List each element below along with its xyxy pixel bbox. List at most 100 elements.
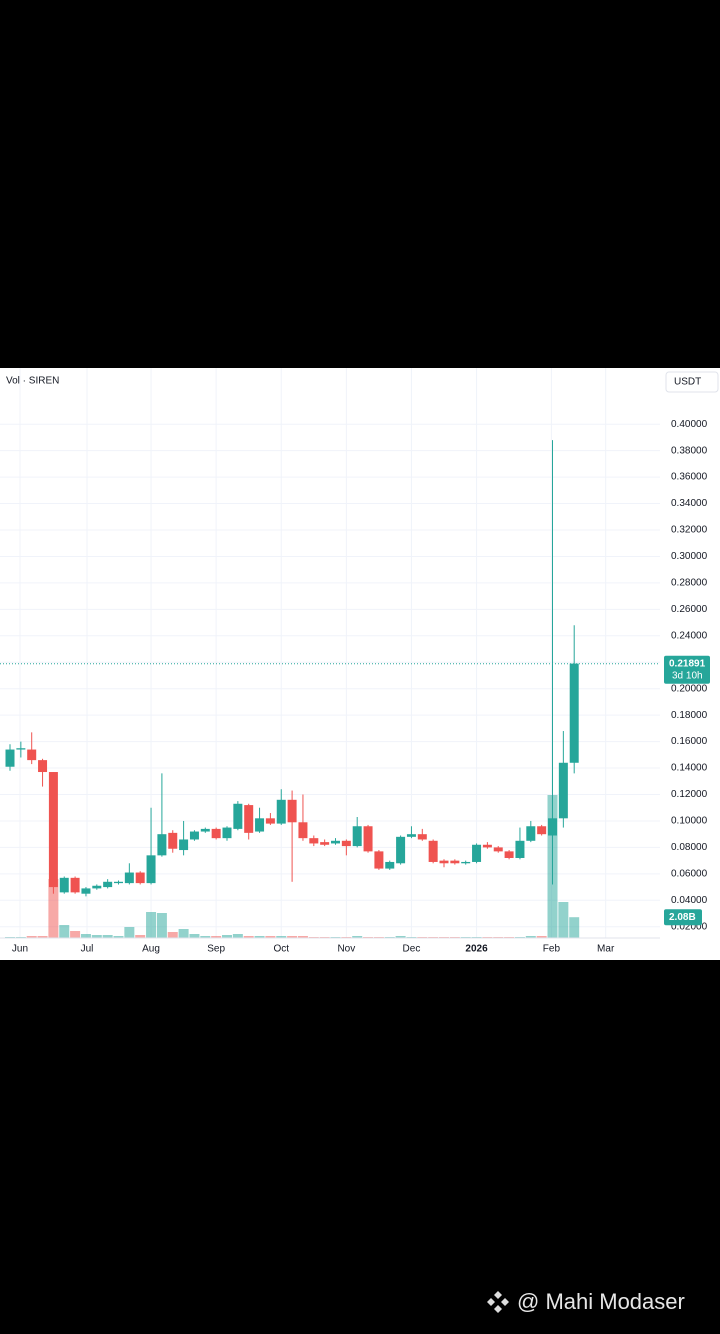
- candle-body: [38, 760, 48, 773]
- volume-bar: [211, 936, 222, 938]
- volume-bar: [558, 902, 569, 938]
- candle-body: [461, 861, 471, 864]
- volume-bar: [102, 935, 113, 938]
- candle-layer: [0, 440, 660, 897]
- candle-body: [396, 836, 406, 864]
- volume-bar: [37, 936, 48, 938]
- volume-bar: [48, 879, 59, 938]
- currency[interactable]: USDT: [674, 377, 701, 388]
- candle-body: [406, 834, 416, 837]
- last-price-label: 0.21891: [669, 658, 706, 669]
- x-tick-label: Oct: [273, 944, 289, 955]
- y-tick-label: 0.34000: [671, 498, 708, 509]
- volume-bar: [243, 936, 254, 938]
- watermark: @ Mahi Modaser: [517, 1289, 685, 1314]
- volume-bar: [135, 935, 146, 938]
- axis-layer: 0.40000 0.38000 0.36000 0.34000 0.32000 0.300…: [12, 419, 710, 955]
- candle-body: [211, 828, 221, 839]
- volume-bar: [146, 912, 157, 938]
- candle-body: [558, 762, 568, 819]
- candle-body: [179, 839, 189, 851]
- x-tick-label: Nov: [337, 944, 355, 955]
- candle-body: [222, 827, 232, 839]
- logo-icon: [487, 1291, 509, 1313]
- volume-bar: [395, 936, 406, 938]
- candle-body: [265, 818, 275, 824]
- candle-body: [450, 860, 460, 864]
- y-tick-label: 0.30000: [671, 551, 708, 562]
- volume-bar: [59, 925, 70, 938]
- y-tick-label: 0.40000: [671, 419, 708, 430]
- volume-bar: [80, 934, 91, 938]
- volume-bar: [525, 936, 536, 938]
- candle-body: [493, 847, 503, 852]
- y-tick-label: 0.32000: [671, 525, 708, 536]
- candle-body: [548, 818, 557, 836]
- candle-body: [504, 851, 514, 858]
- volume-value-label: 2.08B: [669, 912, 696, 923]
- candle-body: [103, 881, 113, 888]
- volume-bar: [200, 936, 211, 938]
- y-tick-label: 0.16000: [671, 736, 708, 747]
- price-badge: [664, 655, 710, 684]
- candle-body: [81, 888, 91, 894]
- candle-body: [363, 826, 373, 852]
- x-tick-label: Aug: [142, 944, 160, 955]
- volume-bar: [536, 936, 547, 938]
- volume-badge: [664, 909, 702, 926]
- volume-bar: [222, 935, 232, 938]
- candle-body: [189, 831, 199, 840]
- y-tick-label: 0.02000: [671, 921, 708, 932]
- volume-bar: [178, 929, 189, 938]
- candle-body: [276, 799, 286, 824]
- volume-bar: [276, 936, 287, 938]
- y-tick-label: 0.20000: [671, 683, 708, 694]
- candle-body: [70, 877, 80, 893]
- volume-bar: [265, 936, 276, 938]
- y-tick-label: 0.28000: [671, 578, 708, 589]
- y-tick-label: 0.06000: [671, 868, 708, 879]
- x-tick-label: 2026: [465, 944, 488, 955]
- currency-button[interactable]: [665, 371, 719, 393]
- candle-body: [157, 834, 167, 856]
- candle-body: [428, 840, 438, 862]
- y-tick-label: 0.38000: [671, 445, 708, 456]
- candle-body: [255, 818, 265, 832]
- y-tick-label: 0.24000: [671, 630, 708, 641]
- x-tick-label: Mar: [597, 944, 615, 955]
- candle-body: [92, 885, 102, 889]
- x-tick-label: Jul: [81, 944, 94, 955]
- y-tick-label: 0.10000: [671, 816, 708, 827]
- candle-body: [287, 799, 297, 823]
- volume-bar: [156, 913, 167, 938]
- volume-bar: [232, 934, 243, 938]
- candle-body: [352, 826, 362, 847]
- x-tick-label: Feb: [543, 944, 561, 955]
- candle-body: [298, 822, 308, 839]
- y-tick-label: 0.08000: [671, 842, 708, 853]
- y-tick-label: 0.04000: [671, 895, 708, 906]
- x-tick-label: Dec: [403, 944, 421, 955]
- volume-bar: [189, 934, 200, 938]
- candle-body: [385, 861, 395, 869]
- volume-bar: [297, 936, 308, 938]
- volume-bar: [352, 936, 363, 938]
- volume-bar: [91, 935, 102, 938]
- candle-body: [526, 826, 536, 841]
- candle-body: [569, 663, 579, 763]
- volume-bar: [113, 936, 124, 938]
- y-tick-label: 0.26000: [671, 604, 708, 615]
- candle-body: [331, 840, 340, 844]
- countdown: 3d 10h: [672, 670, 703, 681]
- volume-bar: [70, 931, 81, 938]
- candle-body: [16, 748, 26, 750]
- candle-body: [135, 872, 145, 884]
- legend-label: Vol · SIREN: [6, 376, 59, 387]
- y-tick-label: 0.36000: [671, 472, 708, 483]
- candle-body: [200, 828, 210, 832]
- candle-body: [515, 840, 525, 858]
- candle-body: [124, 872, 134, 884]
- candle-body: [537, 826, 547, 835]
- volume-bar: [254, 936, 265, 938]
